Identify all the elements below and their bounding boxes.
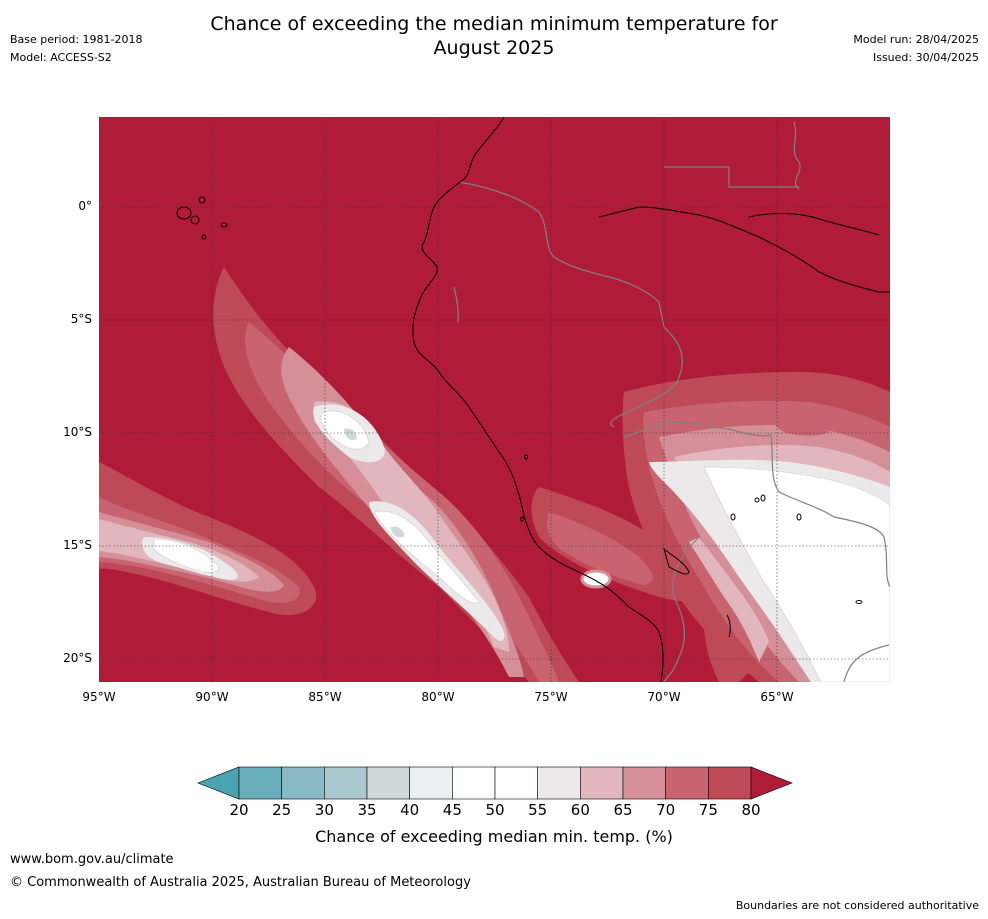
country-borders <box>453 121 890 682</box>
footer-disclaimer: Boundaries are not considered authoritat… <box>735 899 979 912</box>
colorbar-tick-label: 20 <box>229 801 249 819</box>
colorbar-tick-label: 50 <box>485 801 505 819</box>
lon-label-70w: 70°W <box>647 690 681 704</box>
colorbar-tick-label: 35 <box>357 801 377 819</box>
colorbar-cell <box>324 766 368 800</box>
colorbar-tick-label: 30 <box>314 801 334 819</box>
issued-text: Issued: 30/04/2025 <box>872 51 979 64</box>
colorbar-cell <box>537 766 581 800</box>
colorbar-cell <box>708 766 752 800</box>
coastal-pocket <box>531 487 699 602</box>
colorbar-tick-label: 55 <box>528 801 548 819</box>
colorbar-tick-label: 45 <box>442 801 462 819</box>
header-meta-right: Model run: 28/04/2025 Issued: 30/04/2025 <box>853 31 979 67</box>
colorbar-cell <box>665 766 709 800</box>
colorbar-tick-label: 75 <box>698 801 718 819</box>
colorbar-low-extend <box>197 766 240 800</box>
western-contours <box>99 462 317 616</box>
graticule <box>99 117 890 682</box>
model-run-text: Model run: 28/04/2025 <box>853 33 979 46</box>
title-line-1: Chance of exceeding the median minimum t… <box>210 13 778 35</box>
colorbar-tick-label: 70 <box>656 801 676 819</box>
footer-url: www.bom.gov.au/climate <box>10 852 174 867</box>
colorbar-high-extend <box>750 766 793 800</box>
inland-contours <box>622 372 890 682</box>
colorbar-tick-label: 65 <box>613 801 633 819</box>
colorbar-tick-label: 40 <box>400 801 420 819</box>
colorbar-cell <box>366 766 410 800</box>
page-title: Chance of exceeding the median minimum t… <box>0 12 988 60</box>
lat-label-10s: 10°S <box>63 425 92 439</box>
coastline <box>176 117 890 682</box>
colorbar-cell <box>622 766 666 800</box>
header-meta-left: Base period: 1981-2018 Model: ACCESS-S2 <box>10 31 142 67</box>
lat-label-20s: 20°S <box>63 651 92 665</box>
title-line-2: August 2025 <box>433 37 555 59</box>
colorbar-cell <box>580 766 624 800</box>
colorbar-cell <box>452 766 496 800</box>
colorbar-cells <box>238 766 752 800</box>
map-canvas <box>99 117 890 682</box>
lat-label-0: 0° <box>78 199 92 213</box>
lon-label-85w: 85°W <box>308 690 342 704</box>
model-text: Model: ACCESS-S2 <box>10 51 112 64</box>
footer-copyright: © Commonwealth of Australia 2025, Austra… <box>10 875 471 890</box>
colorbar-cell <box>238 766 282 800</box>
lon-label-90w: 90°W <box>195 690 229 704</box>
colorbar-cell <box>281 766 325 800</box>
colorbar-cell <box>409 766 453 800</box>
lon-label-65w: 65°W <box>760 690 794 704</box>
lon-label-80w: 80°W <box>421 690 455 704</box>
colorbar-cell <box>494 766 538 800</box>
colorbar-title: Chance of exceeding median min. temp. (%… <box>315 827 673 846</box>
colorbar-tick-label: 80 <box>741 801 761 819</box>
colorbar-tick-label: 25 <box>272 801 292 819</box>
base-period-text: Base period: 1981-2018 <box>10 33 143 46</box>
lon-label-75w: 75°W <box>534 690 568 704</box>
lat-label-5s: 5°S <box>70 312 92 326</box>
probability-map <box>99 117 890 682</box>
lat-label-15s: 15°S <box>63 538 92 552</box>
lon-label-95w: 95°W <box>82 690 116 704</box>
colorbar-tick-label: 60 <box>570 801 590 819</box>
offshore-contours <box>213 267 579 682</box>
